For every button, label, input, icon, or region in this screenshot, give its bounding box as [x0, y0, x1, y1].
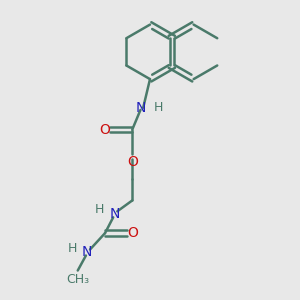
Text: O: O: [128, 226, 138, 240]
Text: H: H: [154, 101, 163, 114]
Text: O: O: [99, 123, 110, 136]
Text: H: H: [68, 242, 77, 255]
Text: N: N: [82, 245, 92, 259]
Text: N: N: [135, 101, 146, 115]
Text: O: O: [127, 155, 138, 169]
Text: N: N: [110, 207, 120, 221]
Text: CH₃: CH₃: [66, 273, 89, 286]
Text: H: H: [95, 203, 104, 217]
